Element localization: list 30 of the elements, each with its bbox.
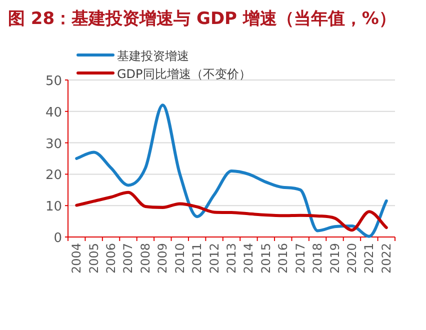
x-tick-label: 2009 [156,243,170,274]
x-tick-label: 2016 [276,243,290,274]
x-tick-label: 2011 [190,243,204,274]
x-tick-label: 2007 [121,243,136,274]
x-tick-label: 2019 [328,243,342,274]
y-tick-label: 0 [54,231,62,246]
y-tick-label: 10 [45,200,62,215]
y-tick-label: 40 [45,105,62,120]
y-tick-label: 30 [45,136,62,152]
x-tick-label: 2013 [224,243,238,274]
x-tick-label: 2018 [310,243,325,274]
x-tick-label: 2022 [379,243,394,274]
y-tick-label: 50 [45,74,62,89]
line-series [75,104,388,238]
legend-label: 基建投资增速 [117,49,189,63]
x-tick-label: 2008 [138,243,152,274]
x-tick-label: 2017 [293,243,308,274]
x-tick-label: 2004 [70,243,84,274]
line-series [75,190,388,232]
y-tick-label: 20 [45,168,62,184]
x-tick-label: 2014 [242,243,256,274]
x-tick-label: 2020 [344,243,359,274]
x-tick-label: 2015 [258,243,273,274]
legend-label: GDP同比增速（不变价） [117,67,251,81]
x-tick-label: 2021 [362,243,376,274]
x-tick-label: 2006 [104,243,118,274]
chart-title: 图 28：基建投资增速与 GDP 增速（当年值，%） [8,9,396,29]
x-tick-label: 2012 [207,243,222,274]
x-tick-label: 2005 [86,243,101,274]
x-tick-label: 2010 [172,243,187,274]
